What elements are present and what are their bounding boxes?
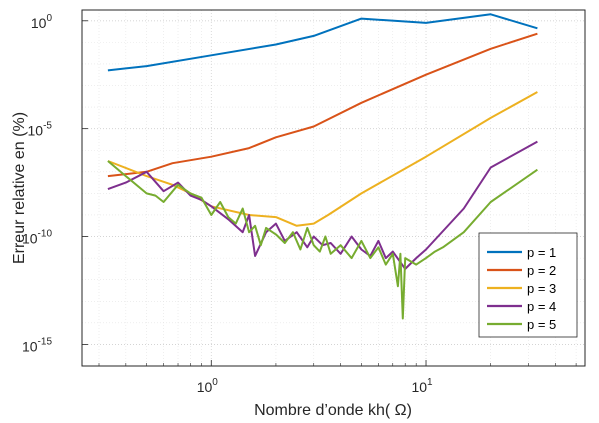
series-line-p5 xyxy=(107,160,538,320)
ticks xyxy=(82,20,577,366)
y-tick-label: 10-5 xyxy=(28,121,53,139)
legend-entry: p = 1 xyxy=(487,245,556,260)
legend-entry: p = 4 xyxy=(487,299,556,314)
y-tick-exponent: 0 xyxy=(46,13,52,24)
legend-label: p = 1 xyxy=(527,245,556,260)
legend-label: p = 2 xyxy=(527,263,556,278)
series-layer xyxy=(107,13,538,320)
legend-entry: p = 5 xyxy=(487,317,556,332)
series-line-p1 xyxy=(107,13,538,72)
y-axis-label: Erreur relative en (%) xyxy=(11,112,28,264)
y-tick-exponent: -10 xyxy=(38,229,53,240)
x-tick-exponent: 1 xyxy=(427,377,433,388)
y-tick-exponent: -15 xyxy=(38,336,53,347)
x-tick-exponent: 0 xyxy=(212,377,218,388)
legend-label: p = 3 xyxy=(527,281,556,296)
legend-label: p = 5 xyxy=(527,317,556,332)
legend-box xyxy=(478,232,578,338)
x-tick-label: 101 xyxy=(411,377,433,395)
y-tick-label: 10-15 xyxy=(22,336,52,354)
plot-frame xyxy=(81,9,586,367)
x-tick-label: 100 xyxy=(197,377,219,395)
x-axis-label: Nombre d’onde kh( Ω) xyxy=(254,402,412,419)
legend: p = 1 p = 2 p = 3 p = 4 p = 5 xyxy=(478,232,578,338)
legend-entry: p = 3 xyxy=(487,281,556,296)
legend-entry: p = 2 xyxy=(487,263,556,278)
series-line-p2 xyxy=(107,32,538,178)
y-tick-label: 100 xyxy=(31,13,53,31)
legend-label: p = 4 xyxy=(527,299,556,314)
y-tick-exponent: -5 xyxy=(43,121,52,132)
